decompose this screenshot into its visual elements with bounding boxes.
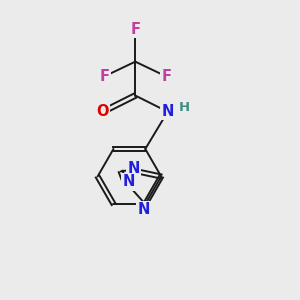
Text: F: F [130, 22, 140, 37]
Text: O: O [97, 104, 109, 119]
Text: N: N [138, 202, 150, 217]
Text: N: N [122, 174, 135, 189]
Text: F: F [161, 69, 171, 84]
Text: H: H [178, 101, 189, 114]
Text: N: N [128, 161, 140, 176]
Text: N: N [161, 104, 174, 119]
Text: F: F [99, 69, 110, 84]
